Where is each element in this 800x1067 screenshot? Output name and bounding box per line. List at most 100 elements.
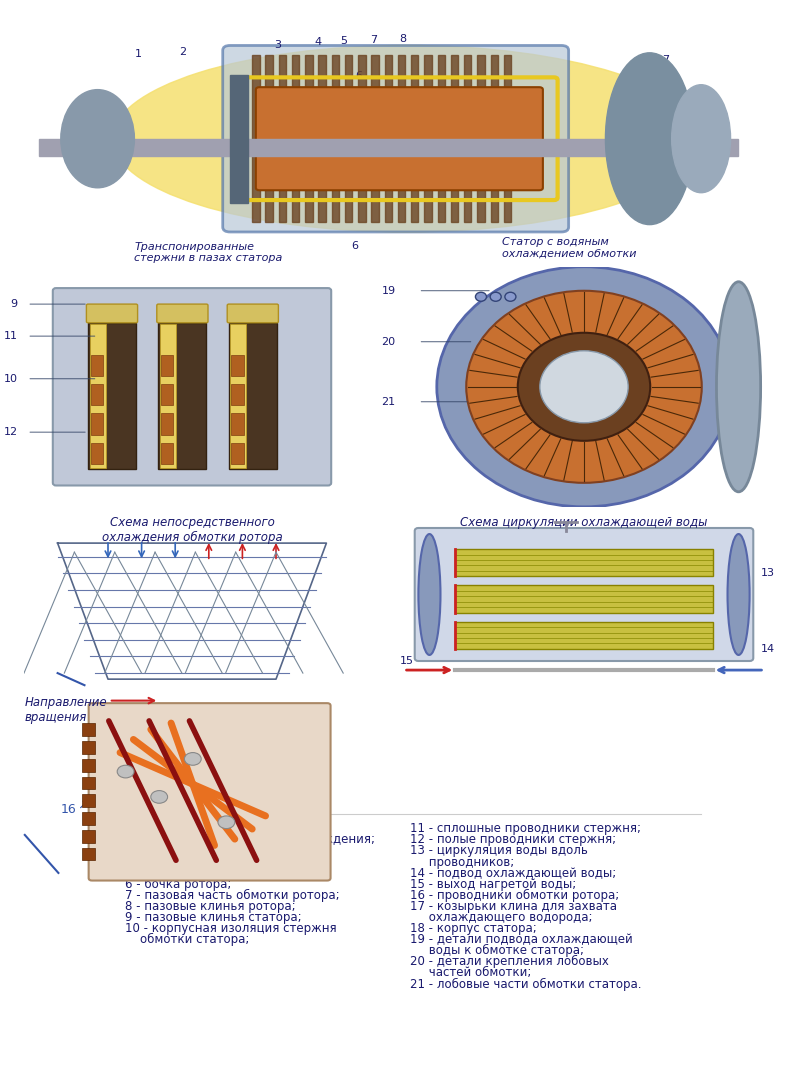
FancyBboxPatch shape bbox=[414, 528, 754, 660]
Text: 10 - корпусная изоляция стержня: 10 - корпусная изоляция стержня bbox=[125, 922, 337, 935]
Text: 10: 10 bbox=[3, 373, 18, 384]
Bar bbox=[292, 55, 299, 222]
FancyBboxPatch shape bbox=[89, 703, 330, 880]
Bar bbox=[398, 55, 406, 222]
FancyBboxPatch shape bbox=[256, 87, 543, 190]
Bar bbox=[90, 324, 106, 468]
Text: Направление
вращения: Направление вращения bbox=[25, 696, 107, 723]
Bar bbox=[161, 413, 173, 434]
Circle shape bbox=[475, 292, 486, 301]
Circle shape bbox=[490, 292, 501, 301]
Bar bbox=[82, 830, 95, 843]
Bar bbox=[438, 55, 445, 222]
Bar bbox=[82, 723, 95, 736]
Circle shape bbox=[218, 816, 235, 829]
Bar bbox=[455, 586, 713, 612]
Bar bbox=[82, 742, 95, 753]
Circle shape bbox=[466, 290, 702, 482]
Bar bbox=[231, 384, 243, 405]
Text: 8 - пазовые клинья ротора;: 8 - пазовые клинья ротора; bbox=[125, 899, 295, 913]
Text: 17: 17 bbox=[658, 55, 671, 65]
Bar bbox=[278, 55, 286, 222]
Text: 2: 2 bbox=[178, 47, 186, 57]
Circle shape bbox=[151, 791, 168, 803]
Bar bbox=[160, 324, 176, 468]
Text: 16: 16 bbox=[61, 803, 76, 816]
Bar bbox=[90, 354, 102, 376]
Text: 9: 9 bbox=[10, 299, 18, 309]
Text: 20 - детали крепления лобовых: 20 - детали крепления лобовых bbox=[410, 955, 609, 969]
Bar bbox=[88, 322, 136, 469]
Bar bbox=[504, 55, 511, 222]
Ellipse shape bbox=[672, 84, 730, 193]
Text: охлаждающего водорода;: охлаждающего водорода; bbox=[410, 911, 593, 924]
FancyBboxPatch shape bbox=[53, 288, 331, 485]
FancyBboxPatch shape bbox=[157, 304, 208, 322]
Bar bbox=[318, 55, 326, 222]
Bar bbox=[455, 550, 713, 576]
Text: Схема непосредственного
охлаждения обмотки ротора: Схема непосредственного охлаждения обмот… bbox=[102, 515, 282, 544]
Text: Транспонированные
стержни в пазах статора: Транспонированные стержни в пазах статор… bbox=[134, 242, 282, 264]
Ellipse shape bbox=[418, 534, 441, 655]
Bar bbox=[305, 55, 313, 222]
Bar bbox=[230, 75, 249, 203]
Text: 7 - пазовая часть обмотки ротора;: 7 - пазовая часть обмотки ротора; bbox=[125, 889, 339, 902]
Circle shape bbox=[437, 267, 731, 507]
Text: 19 - детали подвода охлаждающей: 19 - детали подвода охлаждающей bbox=[410, 934, 633, 946]
Bar bbox=[158, 322, 206, 469]
FancyBboxPatch shape bbox=[86, 304, 138, 322]
Text: 15: 15 bbox=[400, 656, 414, 666]
Text: 15 - выход нагретой воды;: 15 - выход нагретой воды; bbox=[410, 878, 576, 891]
Text: 6: 6 bbox=[352, 241, 358, 251]
Bar bbox=[230, 324, 246, 468]
Circle shape bbox=[184, 752, 202, 765]
Bar bbox=[82, 777, 95, 790]
Bar bbox=[161, 443, 173, 464]
Ellipse shape bbox=[61, 90, 134, 188]
Text: воды к обмотке статора;: воды к обмотке статора; bbox=[410, 944, 584, 957]
FancyBboxPatch shape bbox=[222, 46, 569, 232]
Bar bbox=[82, 794, 95, 807]
Bar bbox=[231, 354, 243, 376]
Ellipse shape bbox=[727, 534, 750, 655]
Text: 1 - контактные кольца;: 1 - контактные кольца; bbox=[125, 823, 271, 835]
Bar bbox=[252, 55, 259, 222]
Bar bbox=[161, 354, 173, 376]
Text: 18: 18 bbox=[731, 291, 746, 302]
Text: 13 - циркуляция воды вдоль: 13 - циркуляция воды вдоль bbox=[410, 844, 588, 858]
Bar bbox=[90, 413, 102, 434]
Ellipse shape bbox=[112, 46, 701, 232]
Bar bbox=[231, 413, 243, 434]
Ellipse shape bbox=[717, 282, 761, 492]
Text: 11: 11 bbox=[3, 331, 18, 341]
Bar bbox=[90, 443, 102, 464]
Bar bbox=[266, 55, 273, 222]
Bar bbox=[90, 384, 102, 405]
Bar bbox=[478, 55, 485, 222]
Text: обмотки статора;: обмотки статора; bbox=[125, 934, 249, 946]
Text: частей обмотки;: частей обмотки; bbox=[410, 967, 531, 980]
Circle shape bbox=[518, 333, 650, 441]
Text: проводников;: проводников; bbox=[410, 856, 514, 869]
Text: Статор с водяным
охлаждением обмотки: Статор с водяным охлаждением обмотки bbox=[502, 237, 637, 258]
Text: 18 - корпус статора;: 18 - корпус статора; bbox=[410, 922, 537, 935]
Bar bbox=[411, 55, 418, 222]
Circle shape bbox=[540, 351, 628, 423]
Bar bbox=[385, 55, 392, 222]
Text: 14 - подвод охлаждающей воды;: 14 - подвод охлаждающей воды; bbox=[410, 866, 616, 879]
Bar bbox=[229, 322, 277, 469]
Text: 21 - лобовые части обмотки статора.: 21 - лобовые части обмотки статора. bbox=[410, 977, 642, 990]
Bar bbox=[358, 55, 366, 222]
Text: 13: 13 bbox=[761, 569, 774, 578]
Text: 11 - сплошные проводники стержня;: 11 - сплошные проводники стержня; bbox=[410, 823, 641, 835]
Text: 19: 19 bbox=[382, 286, 396, 296]
Circle shape bbox=[505, 292, 516, 301]
Text: 9 - пазовые клинья статора;: 9 - пазовые клинья статора; bbox=[125, 911, 302, 924]
Text: 3: 3 bbox=[274, 41, 282, 50]
Text: 12 - полые проводники стержня;: 12 - полые проводники стержня; bbox=[410, 833, 616, 846]
Bar bbox=[424, 55, 432, 222]
Bar bbox=[38, 139, 738, 156]
Text: 1: 1 bbox=[134, 49, 142, 59]
Text: Схема циркуляции охлаждающей воды: Схема циркуляции охлаждающей воды bbox=[460, 515, 708, 529]
Text: 3 - центрирующее кольцо;: 3 - центрирующее кольцо; bbox=[125, 844, 291, 858]
